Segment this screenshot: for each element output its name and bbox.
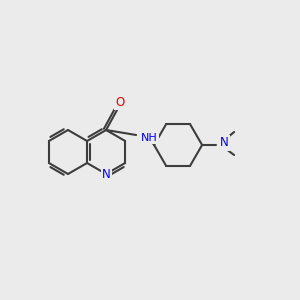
Text: O: O: [116, 95, 125, 109]
Text: N: N: [220, 136, 229, 149]
Text: N: N: [102, 167, 110, 181]
Text: NH: NH: [141, 133, 158, 143]
